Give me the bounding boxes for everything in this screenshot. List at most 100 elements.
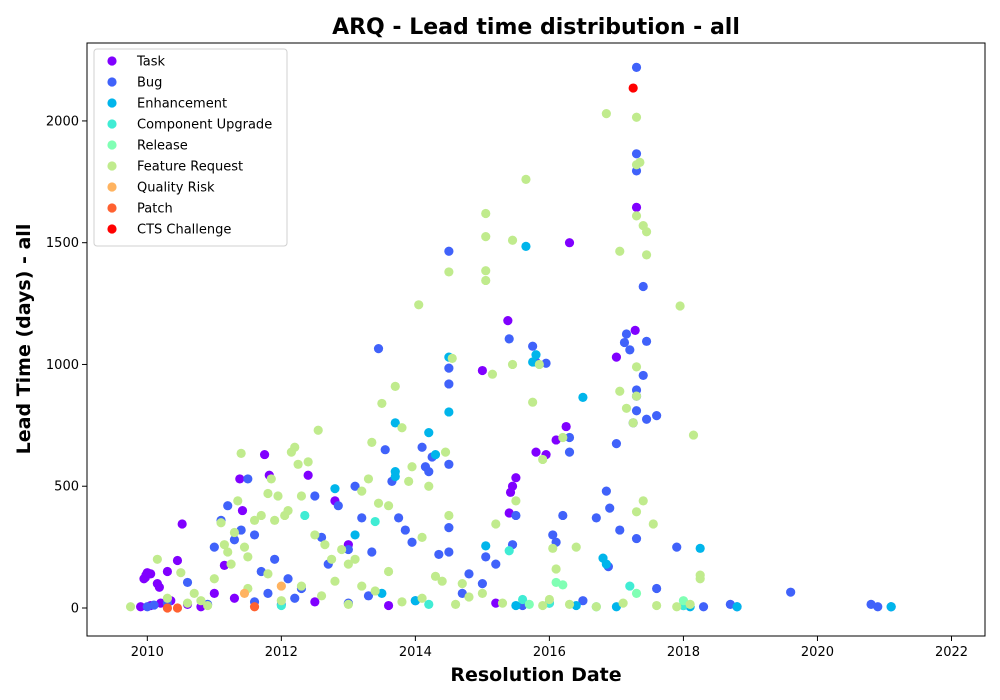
- legend-marker: [107, 119, 116, 128]
- data-point: [384, 501, 393, 510]
- data-point: [367, 438, 376, 447]
- data-point: [223, 547, 232, 556]
- data-point: [350, 530, 359, 539]
- data-point: [602, 486, 611, 495]
- data-point: [491, 519, 500, 528]
- legend-label: Bug: [137, 76, 162, 91]
- data-point: [652, 411, 661, 420]
- y-axis-label: Lead Time (days) - all: [13, 224, 35, 455]
- x-tick-label: 2018: [667, 645, 700, 660]
- data-point: [458, 579, 467, 588]
- data-point: [243, 474, 252, 483]
- y-tick-label: 2000: [46, 114, 79, 129]
- data-point: [357, 581, 366, 590]
- data-point: [652, 601, 661, 610]
- x-tick-label: 2022: [935, 645, 968, 660]
- data-point: [404, 477, 413, 486]
- data-point: [240, 589, 249, 598]
- data-point: [438, 577, 447, 586]
- data-point: [444, 523, 453, 532]
- data-point: [367, 547, 376, 556]
- data-point: [263, 489, 272, 498]
- legend-marker: [107, 56, 116, 65]
- data-point: [230, 528, 239, 537]
- data-point: [642, 227, 651, 236]
- data-point: [277, 596, 286, 605]
- data-point: [505, 546, 514, 555]
- data-point: [632, 149, 641, 158]
- data-point: [310, 530, 319, 539]
- data-point: [344, 600, 353, 609]
- data-point: [304, 457, 313, 466]
- legend-label: Component Upgrade: [137, 118, 272, 133]
- data-point: [250, 602, 259, 611]
- data-point: [216, 518, 225, 527]
- data-point: [696, 574, 705, 583]
- data-point: [391, 382, 400, 391]
- data-point: [625, 581, 634, 590]
- data-point: [260, 450, 269, 459]
- data-point: [149, 600, 158, 609]
- data-point: [444, 247, 453, 256]
- data-point: [592, 513, 601, 522]
- data-point: [639, 282, 648, 291]
- data-point: [464, 569, 473, 578]
- data-point: [257, 511, 266, 520]
- y-tick-label: 1000: [46, 358, 79, 373]
- data-point: [632, 63, 641, 72]
- data-point: [414, 300, 423, 309]
- data-point: [374, 499, 383, 508]
- data-point: [521, 175, 530, 184]
- data-point: [592, 602, 601, 611]
- data-point: [612, 353, 621, 362]
- data-point: [696, 544, 705, 553]
- y-tick-label: 1500: [46, 236, 79, 251]
- data-point: [639, 371, 648, 380]
- data-point: [642, 415, 651, 424]
- legend: TaskBugEnhancementComponent UpgradeRelea…: [94, 49, 287, 246]
- data-point: [873, 602, 882, 611]
- data-point: [417, 594, 426, 603]
- data-point: [297, 491, 306, 500]
- data-point: [545, 595, 554, 604]
- data-point: [153, 555, 162, 564]
- data-point: [508, 482, 517, 491]
- data-point: [163, 594, 172, 603]
- data-point: [629, 83, 638, 92]
- data-point: [602, 560, 611, 569]
- data-point: [632, 406, 641, 415]
- data-point: [155, 583, 164, 592]
- data-point: [689, 430, 698, 439]
- legend-label: Quality Risk: [137, 181, 215, 196]
- data-point: [511, 511, 520, 520]
- data-point: [233, 496, 242, 505]
- data-point: [503, 316, 512, 325]
- data-point: [310, 491, 319, 500]
- data-point: [424, 482, 433, 491]
- data-point: [176, 568, 185, 577]
- data-point: [505, 334, 514, 343]
- data-point: [293, 460, 302, 469]
- data-point: [887, 602, 896, 611]
- data-point: [481, 209, 490, 218]
- data-point: [273, 491, 282, 500]
- data-point: [178, 519, 187, 528]
- data-point: [572, 543, 581, 552]
- data-point: [531, 350, 540, 359]
- legend-label: Release: [137, 139, 188, 154]
- legend-box: [94, 49, 287, 246]
- y-tick-label: 0: [71, 601, 79, 616]
- data-point: [786, 588, 795, 597]
- legend-marker: [107, 77, 116, 86]
- data-point: [622, 329, 631, 338]
- data-point: [243, 552, 252, 561]
- data-point: [183, 578, 192, 587]
- data-point: [434, 550, 443, 559]
- data-point: [317, 591, 326, 600]
- data-point: [478, 579, 487, 588]
- data-point: [615, 525, 624, 534]
- data-point: [407, 462, 416, 471]
- x-tick-label: 2020: [801, 645, 834, 660]
- data-point: [558, 580, 567, 589]
